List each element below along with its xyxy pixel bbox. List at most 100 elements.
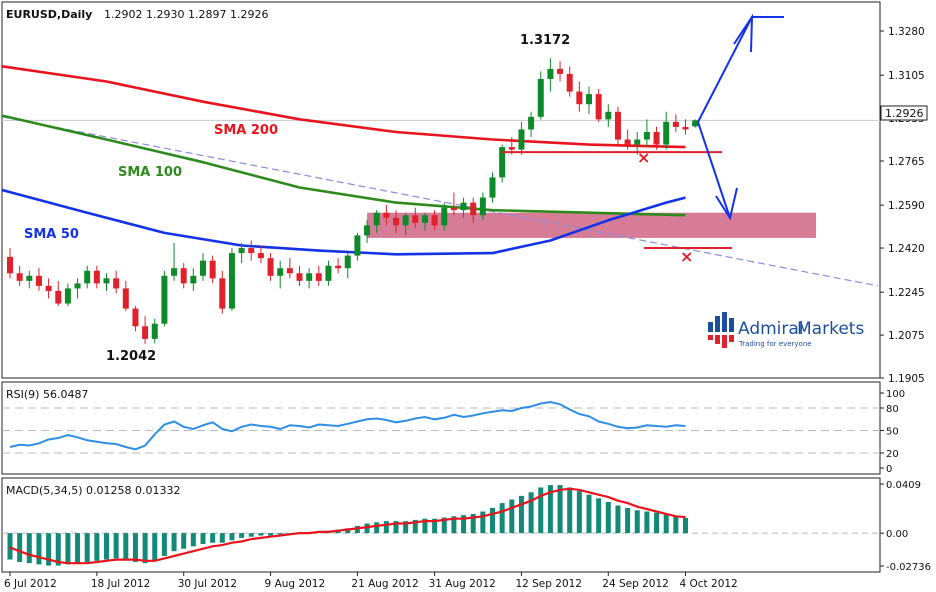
candle-body [460,202,467,211]
macd-histogram-bar [248,533,254,537]
candle-body [248,248,255,254]
moving-averages-layer [1,65,686,256]
candle-body [103,278,110,284]
candle-body [344,255,351,269]
macd-histogram-bar [470,513,476,534]
macd-histogram-bar [383,521,389,534]
macd-histogram-bar [132,533,138,562]
macd-histogram-bar [75,533,81,564]
macd-histogram-bar [219,533,225,543]
candle-body [489,177,496,198]
macd-tick-label: 0.0409 [886,480,921,491]
macd-histogram-bar [181,533,187,549]
candle-body [576,91,583,105]
candle-body [267,258,274,276]
candle-body [132,308,139,327]
sma50-label: SMA 50 [24,227,79,242]
candle-body [64,288,71,304]
candle-body [26,275,33,281]
candle-body [595,94,602,120]
candle-body [7,256,13,274]
candle-body [171,268,178,276]
candle-body [518,129,525,150]
candle-body [499,147,506,178]
macd-histogram-bar [615,505,621,534]
candle-body [547,68,554,79]
rsi-tick-label: 100 [886,389,905,400]
macd-histogram-bar [576,491,582,534]
date-tick-label: 24 Sep 2012 [602,578,669,590]
macd-histogram-bar [596,498,602,534]
candles-layer [7,58,699,344]
date-tick-label: 4 Oct 2012 [680,578,738,590]
date-tick-label: 18 Jul 2012 [91,578,150,590]
macd-histogram-bar [538,487,544,534]
macd-histogram-bar [17,533,23,562]
high-label: 1.3172 [520,33,570,48]
macd-histogram-bar [518,495,524,534]
candle-body [93,270,100,284]
logo-name-part1: Admiral [738,319,804,339]
candle-body [277,268,284,276]
price-tick-label: 1.3105 [888,70,925,82]
candle-body [286,268,293,274]
candle-body [55,290,62,304]
macd-panel [1,477,881,573]
low-label: 1.2042 [106,349,156,364]
candle-body [74,283,81,289]
macd-histogram-bar [7,533,13,560]
candle-body [325,265,332,281]
candle-body [692,120,699,127]
macd-histogram-bar [528,492,534,534]
macd-histogram-bar [490,507,495,534]
candle-body [605,111,612,120]
candle-body [84,270,91,284]
macd-histogram-bar [152,533,158,561]
macd-histogram-bar [403,521,409,534]
candle-body [142,326,149,339]
macd-histogram-bar [509,499,515,534]
rsi-panel [1,381,881,475]
x-mark-upper: × [637,148,650,167]
rsi-title: RSI(9) 56.0487 [6,388,88,401]
macd-histogram-bar [586,494,592,534]
logo-tagline: Trading for everyone [738,340,812,348]
candle-body [257,253,264,259]
logo-bars-icon [708,312,734,348]
candle-body [364,225,371,236]
candle-body [219,278,226,309]
date-tick-label: 12 Sep 2012 [515,578,582,590]
candle-body [479,197,486,216]
candle-body [634,139,641,145]
macd-histogram-bar [634,510,640,534]
macd-histogram-bar [113,533,119,559]
macd-histogram-bar [625,507,631,534]
candle-body [653,131,660,145]
macd-tick-label: -0.02736 [886,562,931,573]
candle-body [672,121,679,127]
macd-histogram-bar [499,503,505,534]
candle-body [566,73,573,92]
macd-histogram-bar [393,521,399,534]
admiral-markets-logo: Admiral Markets Trading for everyone [708,312,864,348]
date-tick-label: 31 Aug 2012 [429,578,496,590]
candle-body [421,215,428,223]
date-tick-label: 30 Jul 2012 [178,578,237,590]
macd-tick-label: 0.00 [886,529,908,540]
candle-body [190,275,197,284]
macd-histogram-bar [142,533,148,564]
price-tick-label: 1.1905 [888,373,925,385]
candle-body [161,275,168,324]
price-tick-label: 1.2420 [888,243,925,255]
date-tick-label: 9 Aug 2012 [265,578,326,590]
macd-histogram-bar [567,487,573,534]
candle-body [228,253,235,309]
macd-histogram-bar [451,516,457,534]
candle-body [315,273,322,281]
macd-histogram-bar [171,533,177,552]
macd-histogram-bar [673,516,679,534]
candle-body [383,212,390,218]
macd-histogram-bar [161,533,167,556]
macd-histogram-bar [683,517,688,534]
